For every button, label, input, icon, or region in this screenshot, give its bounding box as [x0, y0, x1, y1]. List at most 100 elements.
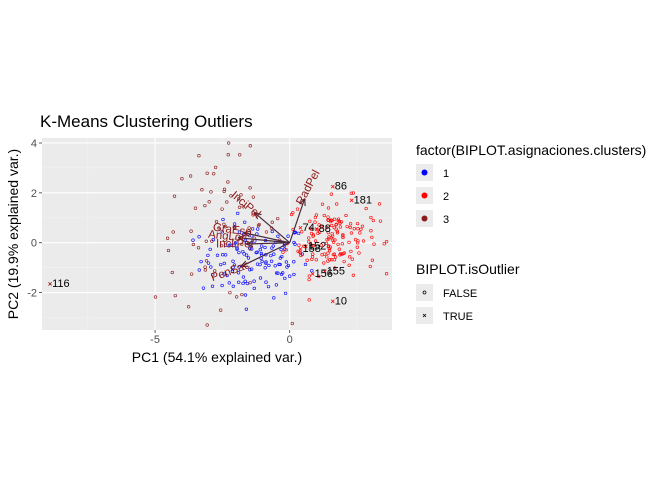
data-point — [233, 241, 238, 245]
legend-key-2 — [421, 192, 428, 199]
data-point — [310, 257, 314, 262]
data-point — [278, 262, 282, 267]
outlier-cross — [330, 299, 335, 304]
data-point — [217, 226, 221, 230]
data-point — [348, 222, 353, 226]
data-point — [264, 230, 269, 234]
data-point — [245, 281, 249, 286]
data-point — [213, 269, 217, 273]
data-point — [227, 281, 231, 285]
outlier-label: 181 — [354, 194, 372, 206]
data-point — [231, 265, 235, 270]
data-point — [252, 286, 256, 291]
outlier-point — [314, 227, 319, 231]
data-point — [349, 231, 354, 235]
data-point — [171, 230, 175, 234]
data-point — [342, 251, 346, 255]
data-point — [204, 239, 208, 243]
data-point — [344, 213, 348, 218]
data-point — [273, 264, 277, 268]
data-point — [270, 220, 274, 224]
y-tick-label: 4 — [31, 138, 37, 150]
data-point — [329, 192, 334, 196]
data-point — [384, 240, 389, 244]
data-point — [205, 171, 209, 175]
data-point — [327, 235, 331, 239]
data-point — [220, 230, 224, 234]
legend-key-1 — [421, 169, 428, 176]
data-point — [258, 276, 263, 280]
data-point — [307, 298, 311, 302]
data-point — [305, 258, 309, 262]
data-point — [269, 259, 274, 263]
legend-key-3 — [421, 215, 428, 222]
x-axis-title: PC1 (54.1% explained var.) — [132, 349, 302, 365]
legend-label-outlier: TRUE — [443, 311, 473, 323]
data-point — [220, 283, 224, 288]
x-tick-label: 0 — [287, 334, 293, 346]
data-point — [345, 224, 349, 229]
data-point — [338, 225, 343, 229]
data-point — [356, 241, 360, 245]
data-point — [372, 242, 376, 246]
data-point — [199, 259, 203, 264]
data-point — [316, 231, 320, 236]
data-point — [222, 222, 226, 226]
data-point — [307, 240, 311, 244]
data-point — [225, 273, 229, 278]
data-point — [347, 240, 351, 245]
outlier-point — [330, 299, 335, 304]
data-point — [319, 243, 323, 247]
legend-label-cluster: 2 — [443, 191, 449, 203]
data-point — [241, 205, 245, 209]
data-point — [340, 242, 344, 246]
data-point — [223, 225, 228, 229]
data-point — [243, 220, 247, 224]
data-point — [255, 262, 260, 266]
chart-title: K-Means Clustering Outliers — [40, 112, 253, 131]
data-point — [355, 245, 359, 249]
data-point — [227, 243, 232, 247]
data-point — [352, 227, 356, 231]
legend-key-cross — [422, 313, 427, 318]
data-point — [284, 260, 289, 264]
data-point — [336, 242, 340, 247]
data-point — [384, 272, 389, 276]
data-point — [299, 253, 303, 258]
data-point — [292, 240, 296, 245]
data-point — [260, 259, 264, 264]
data-point — [274, 271, 279, 275]
data-point — [258, 248, 262, 252]
data-point — [339, 220, 344, 224]
data-point — [333, 266, 337, 270]
axis-ticks: -5 0 -2 0 2 4 — [27, 138, 293, 346]
outlier-label: 152 — [308, 240, 326, 252]
data-point — [205, 323, 209, 327]
data-point — [208, 247, 212, 252]
data-point — [311, 233, 316, 237]
data-point — [332, 258, 337, 262]
data-point — [263, 266, 267, 270]
data-point — [236, 271, 241, 275]
outlier-cross — [303, 244, 308, 249]
loading-arrow — [239, 238, 290, 244]
data-point — [298, 250, 302, 254]
data-point — [241, 281, 245, 286]
data-point — [281, 250, 285, 254]
loading-arrow — [241, 242, 290, 267]
data-point — [241, 275, 246, 279]
data-point — [341, 234, 345, 238]
data-point — [330, 223, 334, 228]
data-point — [254, 250, 258, 255]
loading-label: GraEsp — [212, 222, 252, 239]
data-point — [325, 238, 329, 242]
data-point — [337, 247, 342, 251]
data-point — [248, 247, 252, 251]
data-point — [361, 239, 366, 243]
data-point — [230, 269, 235, 273]
data-point — [349, 249, 353, 254]
data-point — [197, 154, 201, 158]
outlier-point — [303, 244, 308, 249]
data-point — [170, 270, 174, 275]
